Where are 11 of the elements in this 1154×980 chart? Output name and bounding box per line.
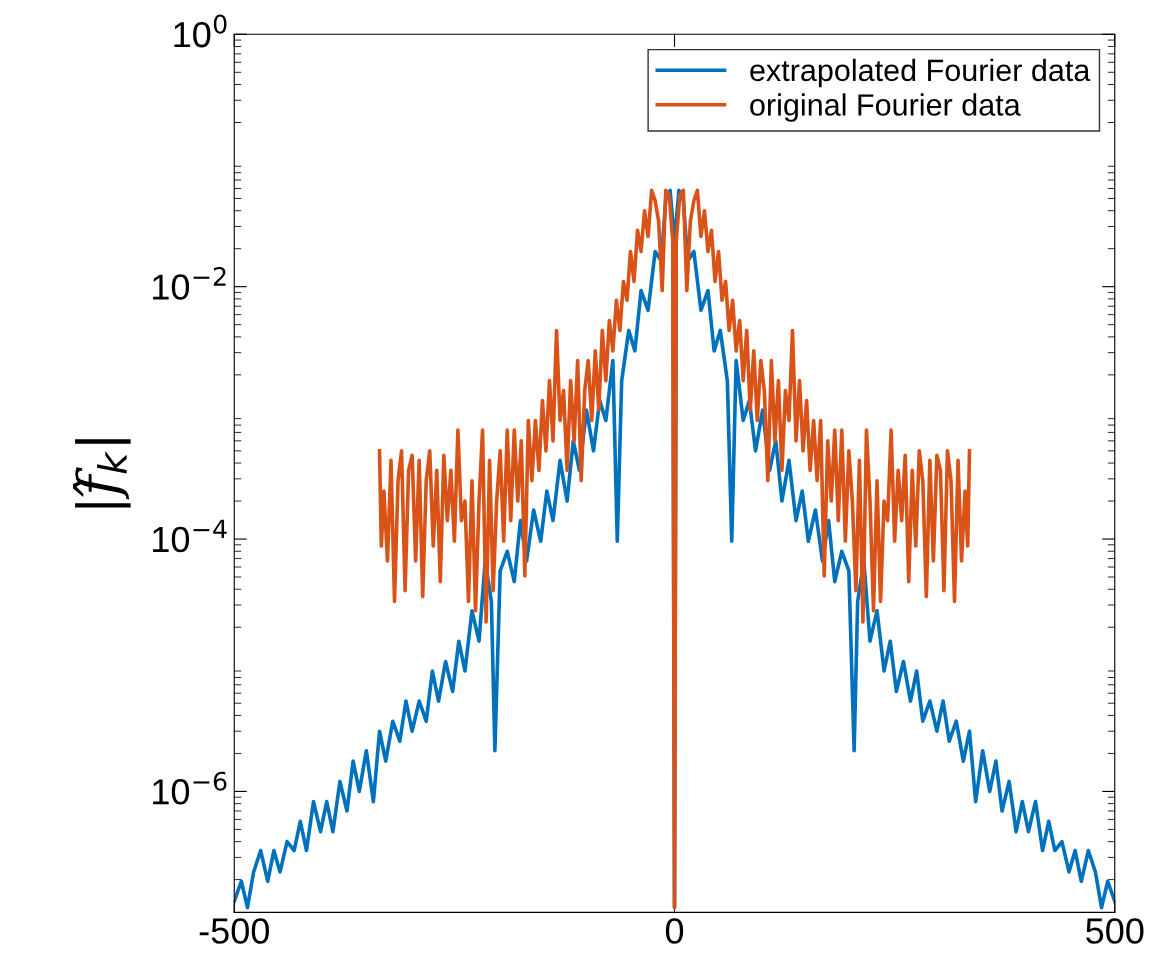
x-tick-label: 500: [1086, 918, 1144, 944]
y-tick-label: 10$^{−6}$: [153, 771, 227, 805]
y-tick-label: 10$^{−2}$: [153, 266, 226, 300]
legend-label: original Fourier data: [750, 93, 1021, 122]
y-tick-label: 10$^{−4}$: [153, 519, 227, 553]
x-tick-label: 0: [665, 918, 684, 944]
y-axis-title: |f̂$_{k}$|: [73, 439, 131, 508]
legend-label: extrapolated Fourier data: [750, 58, 1091, 88]
y-tick-label: 10$^{0}$: [174, 14, 227, 48]
x-tick-label: -500: [199, 918, 269, 944]
line-series: [377, 188, 972, 910]
